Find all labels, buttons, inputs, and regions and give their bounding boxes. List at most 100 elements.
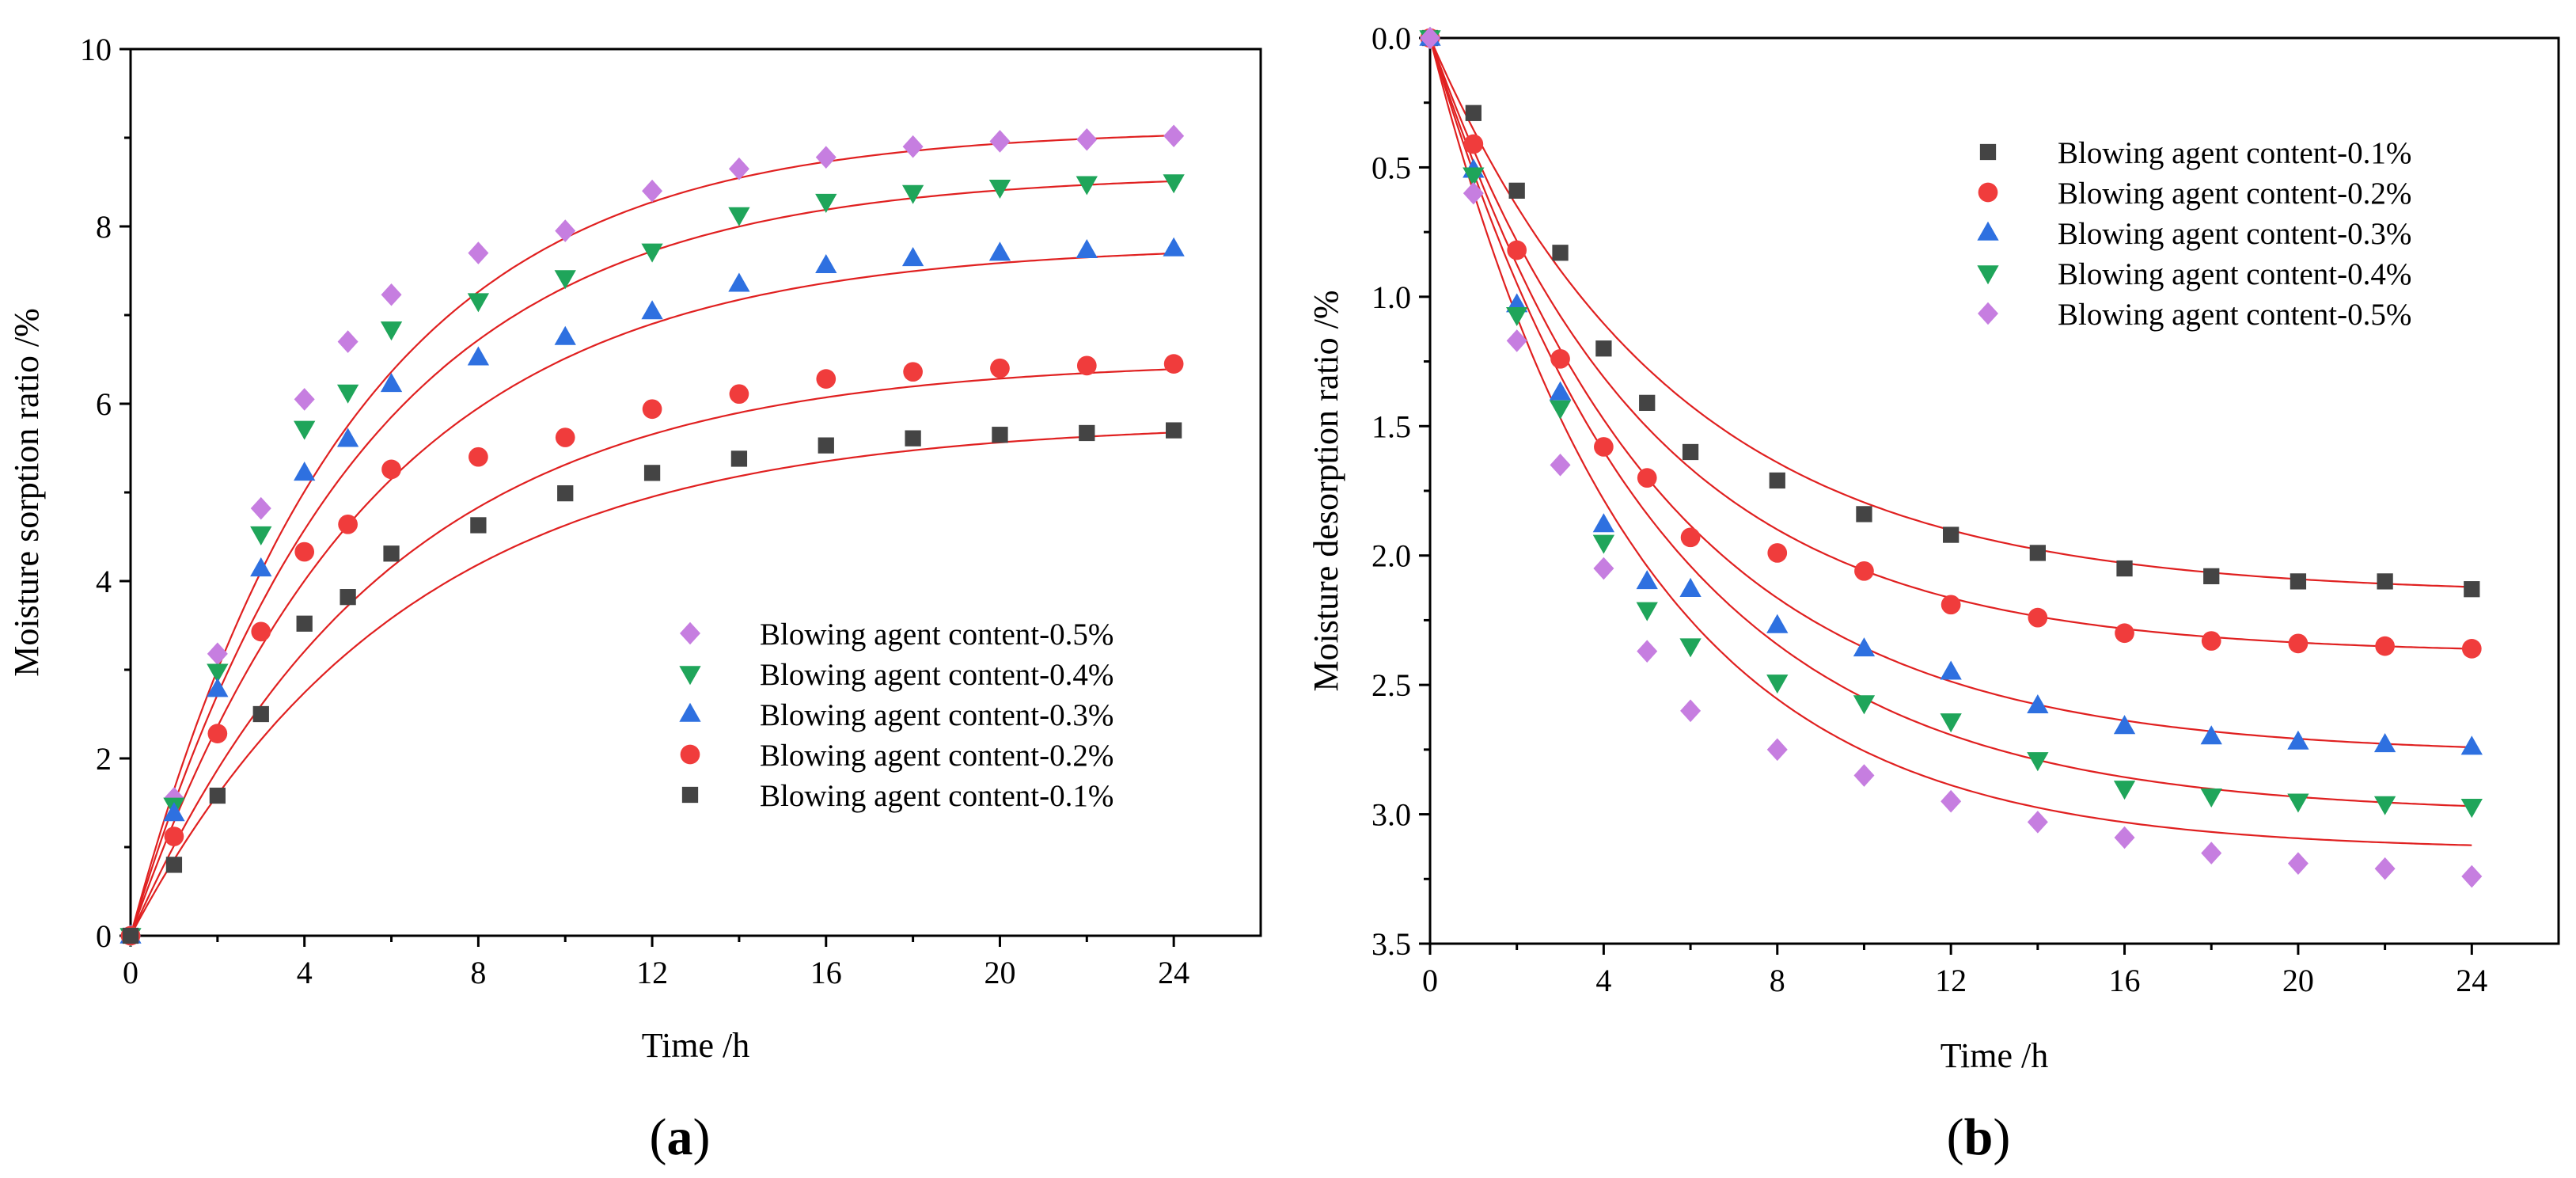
data-point [2029,545,2046,561]
data-point [207,663,229,683]
x-tick-label: 16 [810,955,842,990]
y-tick-label: 0.0 [1371,21,1411,56]
data-point [1163,354,1184,374]
data-point [902,135,924,158]
y-tick-label: 1.0 [1371,279,1411,315]
data-point [1079,424,1095,442]
data-point [2115,623,2134,644]
data-point [990,358,1010,378]
data-point [1076,176,1098,196]
data-point [209,787,226,804]
data-point [2027,694,2049,714]
data-point [1076,238,1098,258]
data-point [165,857,183,873]
data-point [1076,355,1097,376]
data-point [1636,602,1658,621]
data-point [1680,527,1701,548]
x-tick-label: 12 [1935,963,1967,998]
data-point [338,514,358,534]
data-point [2027,811,2048,834]
legend-marker [1977,265,1999,285]
y-tick-label: 0 [96,918,112,954]
data-point [2461,639,2482,659]
data-points [120,124,1185,948]
fit-line [1430,38,2472,846]
y-tick-label: 0.5 [1371,150,1411,185]
data-point [905,430,921,446]
data-point [901,184,924,204]
data-point [1506,329,1527,352]
x-tick-label: 16 [2109,963,2141,998]
data-point [1076,127,1098,151]
x-tick-label: 0 [123,955,138,990]
data-point [815,146,837,169]
data-point [207,642,228,666]
data-point [815,193,837,213]
legend: Blowing agent content-0.1% Blowing agent … [1977,136,2411,332]
data-point [1853,764,1875,787]
y-tick-label: 3.0 [1371,797,1411,833]
data-point [815,253,837,274]
data-point [469,446,488,467]
data-point [2290,573,2307,590]
data-point [1769,472,1785,489]
legend-marker [681,786,699,804]
data-point [1552,245,1569,261]
data-point [1940,713,1962,733]
data-point [294,420,316,440]
legend-marker [679,666,701,686]
data-point [555,219,576,242]
data-point [728,272,750,292]
fit-line [131,368,1174,936]
legend-label: Blowing agent content-0.1% [760,779,1113,813]
data-point [207,724,228,743]
data-point [468,241,489,264]
legend-label: Blowing agent content-0.4% [760,658,1113,692]
data-point [1941,789,1962,813]
data-point [2287,852,2309,875]
data-point [250,496,271,520]
data-point [1508,182,1525,199]
data-point [1943,526,1960,543]
data-point [1637,640,1658,663]
data-point [250,526,272,545]
data-point [1592,513,1615,533]
legend-label: Blowing agent content-0.2% [2058,177,2411,211]
data-point [2113,715,2136,735]
fit-line [131,180,1174,936]
data-point [294,542,315,562]
data-point [1639,394,1656,412]
y-tick-label: 10 [80,32,112,67]
x-tick-label: 4 [1595,963,1611,998]
x-axis-title: Time /h [1941,1036,2049,1075]
data-point [383,545,400,562]
data-point [2375,636,2395,656]
data-points [1419,26,2483,888]
data-point [1766,674,1789,694]
fit-line [131,252,1174,936]
x-tick-label: 8 [1770,963,1785,998]
y-tick-label: 3.5 [1371,926,1411,962]
data-point [554,325,576,345]
data-point [381,283,402,306]
data-point [1680,699,1702,723]
data-point [380,373,403,393]
legend-marker [1978,302,1998,325]
fit-line [1430,38,2472,650]
data-point [2460,799,2483,819]
data-point [2373,796,2396,815]
data-point [294,388,315,411]
data-point [1854,560,1874,581]
data-point [1766,738,1788,762]
data-point [1941,595,1961,615]
data-point [1507,240,1527,260]
data-point [340,589,356,606]
x-tick-label: 4 [297,955,313,990]
y-tick-label: 2 [96,741,112,777]
data-point [1679,577,1702,597]
data-point [988,241,1011,261]
data-point [555,428,575,447]
data-point [2200,788,2222,808]
data-point [728,157,749,180]
